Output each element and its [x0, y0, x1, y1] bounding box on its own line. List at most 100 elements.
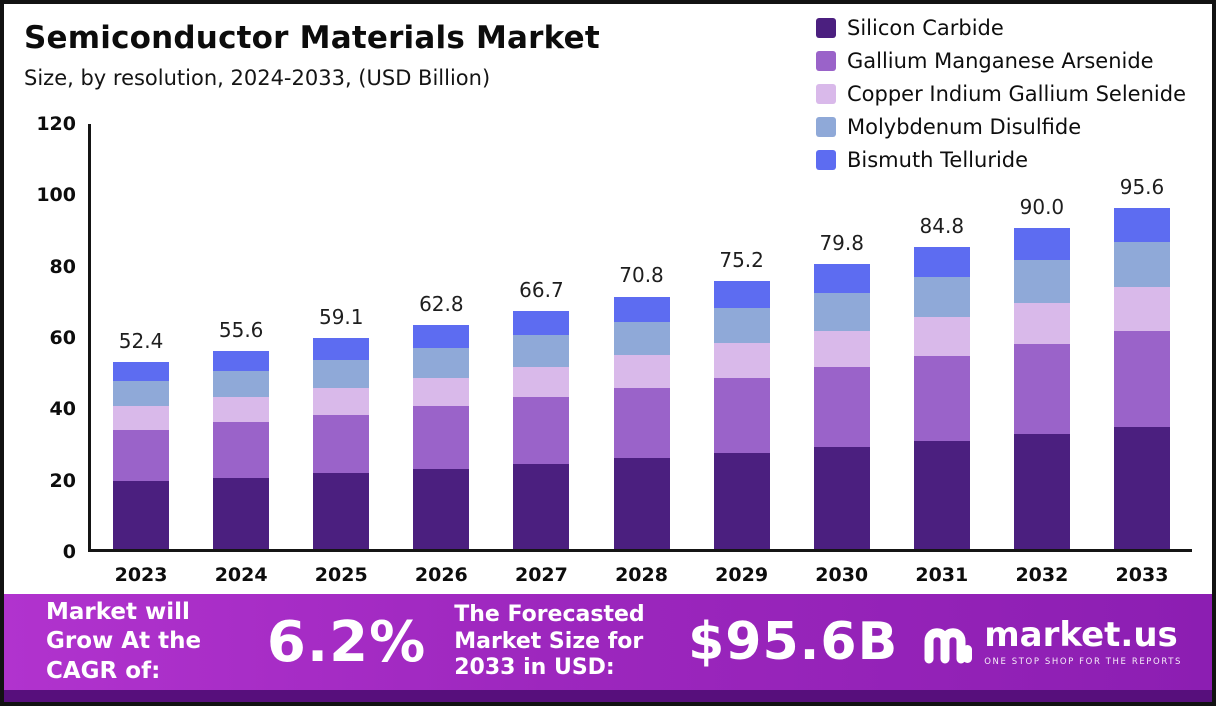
- legend-swatch: [816, 84, 836, 104]
- bar-segment: [113, 381, 170, 407]
- bar-value-label: 79.8: [819, 231, 864, 256]
- bar-value-label: 66.7: [519, 278, 564, 303]
- bar-slot: 84.8: [892, 124, 992, 549]
- bar-segment: [713, 452, 770, 549]
- y-tick-label: 0: [62, 541, 76, 563]
- x-axis-label: 2026: [414, 564, 468, 586]
- bar-segment: [413, 468, 470, 549]
- x-axis-label: 2033: [1115, 564, 1169, 586]
- legend-swatch: [816, 18, 836, 38]
- stacked-bar: [1113, 208, 1170, 549]
- bar-segment: [113, 481, 170, 549]
- bar-segment: [913, 440, 970, 549]
- legend-label: Silicon Carbide: [847, 16, 1004, 40]
- bar-segment: [1013, 344, 1070, 434]
- y-tick-label: 80: [49, 255, 76, 278]
- bar-segment: [1113, 242, 1170, 288]
- bar-value-label: 59.1: [318, 305, 364, 330]
- page-title: Semiconductor Materials Market: [24, 20, 600, 56]
- bar-segment: [813, 264, 870, 294]
- legend-swatch: [816, 51, 836, 71]
- forecast-label: The Forecasted Market Size for 2033 in U…: [454, 601, 645, 681]
- bar-segment: [413, 406, 470, 469]
- banner-bottom-strip: [4, 690, 1212, 702]
- bar-value-label: 84.8: [919, 213, 965, 238]
- bar-segment: [313, 338, 370, 360]
- footer-banner: Market will Grow At the CAGR of: 6.2% Th…: [4, 594, 1212, 690]
- bar-segment: [1113, 287, 1170, 332]
- legend-item: Silicon Carbide: [816, 16, 1186, 40]
- bar-slot: 59.1: [291, 124, 391, 549]
- legend-swatch: [816, 150, 836, 170]
- bar-slot: 90.0: [992, 124, 1092, 549]
- legend-label: Gallium Manganese Arsenide: [847, 49, 1154, 73]
- stacked-bar: [113, 362, 170, 549]
- bar-segment: [413, 325, 470, 349]
- x-axis-labels: 2023 2024 2025 2026 2027 2028 2029 2030 2031 2032…: [88, 564, 1192, 586]
- bar-segment: [613, 296, 670, 323]
- bar-segment: [913, 316, 970, 357]
- bar-segment: [613, 355, 670, 388]
- legend-item: Copper Indium Gallium Selenide: [816, 82, 1186, 106]
- bar-value-label: 52.4: [118, 329, 164, 354]
- stacked-bar: [913, 246, 970, 549]
- stacked-bar: [513, 311, 570, 549]
- chart-legend: Silicon Carbide Gallium Manganese Arsenid…: [816, 16, 1186, 172]
- x-axis-label: 2024: [214, 564, 268, 586]
- stacked-bar: [313, 338, 370, 549]
- plot-area: 52.4 55.6 59.1 62.8 66.7 70.8 75.2 79.8 84.8 90.0…: [88, 124, 1192, 552]
- bar-segment: [613, 458, 670, 549]
- bar-segment: [213, 422, 270, 478]
- bar-segment: [1013, 433, 1070, 549]
- bar-slot: 79.8: [792, 124, 892, 549]
- bar-value-label: 75.2: [719, 247, 764, 272]
- bar-value-label: 70.8: [619, 263, 664, 288]
- bar-segment: [513, 366, 570, 398]
- bar-segment: [113, 406, 170, 430]
- bar-value-label: 95.6: [1119, 175, 1165, 200]
- y-tick-label: 120: [36, 113, 76, 135]
- x-axis-label: 2023: [114, 564, 168, 586]
- bar-segment: [213, 371, 270, 398]
- stacked-bar: [1013, 228, 1070, 549]
- bar-segment: [1013, 228, 1070, 261]
- stacked-bar: [713, 280, 770, 549]
- y-tick-label: 60: [49, 327, 76, 349]
- bar-segment: [513, 463, 570, 549]
- bar-value-label: 62.8: [419, 292, 464, 317]
- bar-segment: [713, 307, 770, 344]
- bar-segment: [1113, 208, 1170, 243]
- bar-segment: [713, 343, 770, 378]
- bar-segment: [513, 311, 570, 336]
- legend-item: Bismuth Telluride: [816, 148, 1186, 172]
- marketus-logo-text: market.us: [984, 614, 1178, 655]
- bar-segment: [913, 356, 970, 441]
- x-axis-label: 2032: [1015, 564, 1069, 586]
- bar-segment: [413, 377, 470, 407]
- marketus-logo-icon: [924, 628, 973, 664]
- legend-label: Bismuth Telluride: [847, 148, 1029, 172]
- legend-swatch: [816, 117, 836, 137]
- bar-slot: 62.8: [391, 124, 491, 549]
- bar-slot: 95.6: [1092, 124, 1192, 549]
- x-axis-label: 2030: [815, 564, 869, 586]
- marketus-logo-tagline: ONE STOP SHOP FOR THE REPORTS: [984, 656, 1182, 667]
- bar-segment: [1113, 331, 1170, 427]
- bar-slot: 66.7: [491, 124, 591, 549]
- legend-item: Molybdenum Disulfide: [816, 115, 1186, 139]
- x-axis-label: 2031: [915, 564, 969, 586]
- cagr-value: 6.2%: [266, 609, 427, 675]
- bar-segment: [313, 414, 370, 474]
- chart-header: Semiconductor Materials Market Size, by …: [24, 20, 600, 90]
- bar-segment: [313, 473, 370, 549]
- cagr-label: Market will Grow At the CAGR of:: [46, 598, 202, 684]
- stacked-bar: [813, 264, 870, 549]
- bar-slot: 75.2: [692, 124, 792, 549]
- x-axis-label: 2025: [314, 564, 368, 586]
- legend-item: Gallium Manganese Arsenide: [816, 49, 1186, 73]
- bar-segment: [213, 350, 270, 372]
- bar-value-label: 90.0: [1019, 195, 1065, 219]
- bar-segment: [913, 246, 970, 277]
- x-axis-label: 2028: [615, 564, 668, 586]
- bar-segment: [313, 359, 370, 388]
